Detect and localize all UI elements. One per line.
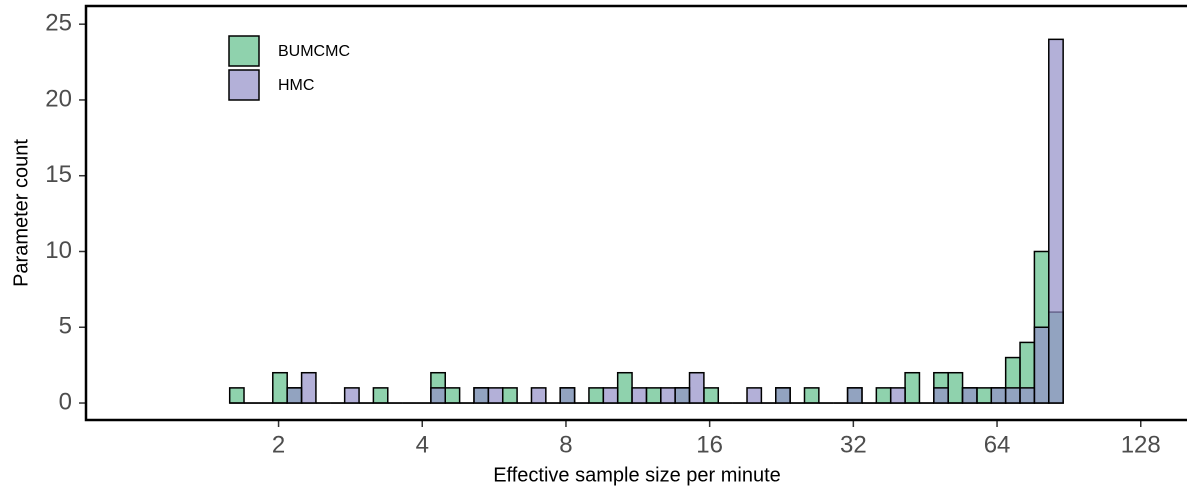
bar [775,387,791,404]
bar [947,371,964,404]
bar [803,387,820,404]
bar [904,371,921,404]
bar [1004,387,1021,404]
bar [645,387,662,404]
bar [990,387,1007,404]
bar [616,371,633,404]
x-tick-label: 16 [696,431,723,458]
bar [660,387,676,404]
bar [559,387,576,404]
legend-key [228,69,260,101]
bar [703,387,720,404]
bar [846,387,863,404]
y-tick-label: 10 [45,237,72,264]
y-tick-label: 25 [45,10,72,37]
x-tick-label: 8 [559,431,572,458]
y-tick-label: 5 [59,313,72,340]
x-tick-label: 2 [272,431,285,458]
y-axis-title: Parameter count [10,139,32,287]
bar [588,387,605,404]
bar [746,387,763,404]
x-tick-label: 64 [984,431,1011,458]
x-tick-label: 4 [416,431,429,458]
legend-label: HMC [278,77,314,94]
legend-key [228,35,260,67]
x-axis-title: Effective sample size per minute [493,464,781,486]
axis-frame [84,4,1187,422]
x-tick-label: 32 [840,431,867,458]
y-tick-label: 15 [45,161,72,188]
bar [688,371,705,404]
bar [272,371,288,404]
bar [487,387,504,404]
x-tick-label: 128 [1121,431,1161,458]
bar [530,387,547,404]
bar [961,387,978,404]
bar [228,387,245,404]
bar [1048,38,1064,404]
bar [430,387,446,404]
bar [1019,387,1036,404]
bar [631,387,648,404]
y-tick-label: 0 [59,388,72,415]
bar [343,387,360,404]
bar [602,387,619,404]
bar [372,387,389,404]
legend-label: BUMCMC [278,43,350,60]
bar [933,387,949,404]
bar [286,387,303,404]
bar [1033,326,1050,404]
bar [444,387,461,404]
bar [501,387,518,404]
y-tick-label: 20 [45,85,72,112]
bar [300,371,317,404]
bar [875,387,892,404]
bar [473,387,490,404]
bar [889,387,906,404]
bar [976,387,993,404]
bar [674,387,691,404]
